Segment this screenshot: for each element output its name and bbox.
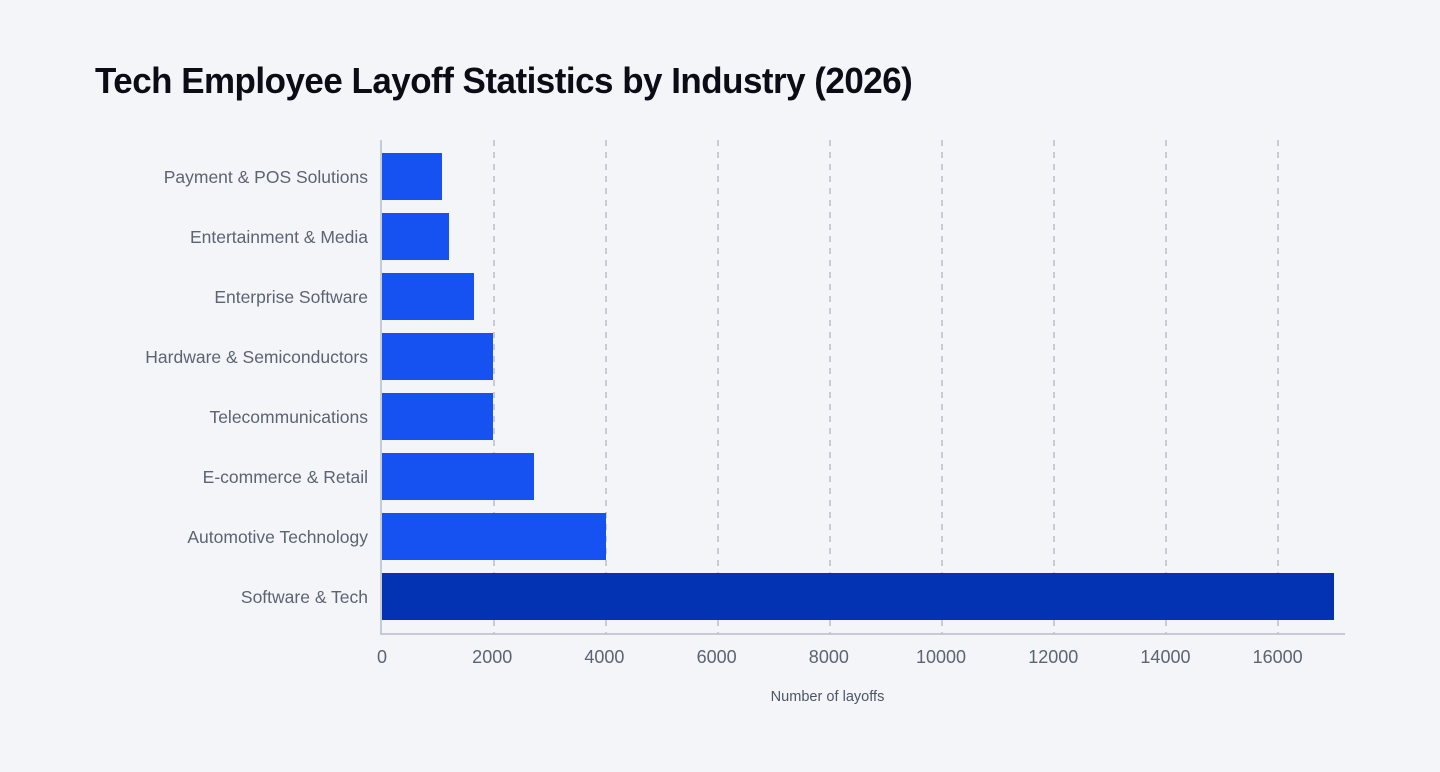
x-axis-tick-labels: 0 2000 4000 6000 8000 10000 12000 14000 16000: [376, 647, 1345, 673]
gridline-4000: [604, 140, 607, 633]
category-label-enterprise-software: Enterprise Software: [214, 286, 368, 307]
bar-hardware-and-semiconductors: [382, 333, 494, 381]
bar-row-automotive-technology: [382, 506, 1345, 566]
gridline-10000: [940, 140, 943, 633]
x-tick-14000: 14000: [1140, 647, 1191, 667]
category-label-telecommunications: Telecommunications: [209, 407, 368, 428]
bar-enterprise-software: [382, 273, 475, 321]
y-axis-category-labels: Payment & POS Solutions Entertainment & M…: [0, 140, 368, 635]
category-label-entertainment-and-media: Entertainment & Media: [189, 226, 368, 247]
x-tick-16000: 16000: [1252, 647, 1303, 667]
gridline-6000: [716, 140, 719, 633]
x-axis-title: Number of layoffs: [770, 688, 885, 705]
chart-title: Tech Employee Layoff Statistics by Indus…: [95, 60, 913, 101]
gridline-12000: [1052, 140, 1055, 633]
gridline-8000: [828, 140, 831, 633]
bar-row-hardware-and-semiconductors: [382, 327, 1345, 387]
bar-automotive-technology: [382, 512, 606, 560]
bar-row-software-and-tech: [382, 566, 1345, 626]
x-tick-2000: 2000: [472, 647, 513, 667]
bar-software-and-tech: [382, 572, 1334, 620]
x-tick-10000: 10000: [916, 647, 967, 667]
x-tick-8000: 8000: [808, 647, 849, 667]
bar-row-payment-and-pos-solutions: [382, 147, 1345, 207]
gridline-16000: [1276, 140, 1279, 633]
plot-area: [380, 140, 1345, 635]
bar-row-enterprise-software: [382, 267, 1345, 327]
x-tick-6000: 6000: [696, 647, 737, 667]
bar-row-telecommunications: [382, 387, 1345, 447]
category-label-hardware-and-semiconductors: Hardware & Semiconductors: [145, 346, 368, 367]
bar-e-commerce-and-retail: [382, 452, 534, 500]
category-label-automotive-technology: Automotive Technology: [187, 527, 368, 548]
bar-row-entertainment-and-media: [382, 207, 1345, 267]
bar-payment-and-pos-solutions: [382, 153, 443, 201]
x-tick-0: 0: [376, 647, 388, 667]
category-label-software-and-tech: Software & Tech: [240, 587, 368, 608]
gridline-14000: [1164, 140, 1167, 633]
bar-entertainment-and-media: [382, 213, 449, 261]
category-label-e-commerce-and-retail: E-commerce & Retail: [202, 467, 368, 488]
bar-telecommunications: [382, 392, 493, 440]
bar-series: [382, 140, 1345, 633]
category-label-payment-and-pos-solutions: Payment & POS Solutions: [163, 166, 368, 187]
x-tick-12000: 12000: [1028, 647, 1079, 667]
x-tick-4000: 4000: [584, 647, 625, 667]
bar-row-e-commerce-and-retail: [382, 446, 1345, 506]
gridline-2000: [492, 140, 495, 633]
